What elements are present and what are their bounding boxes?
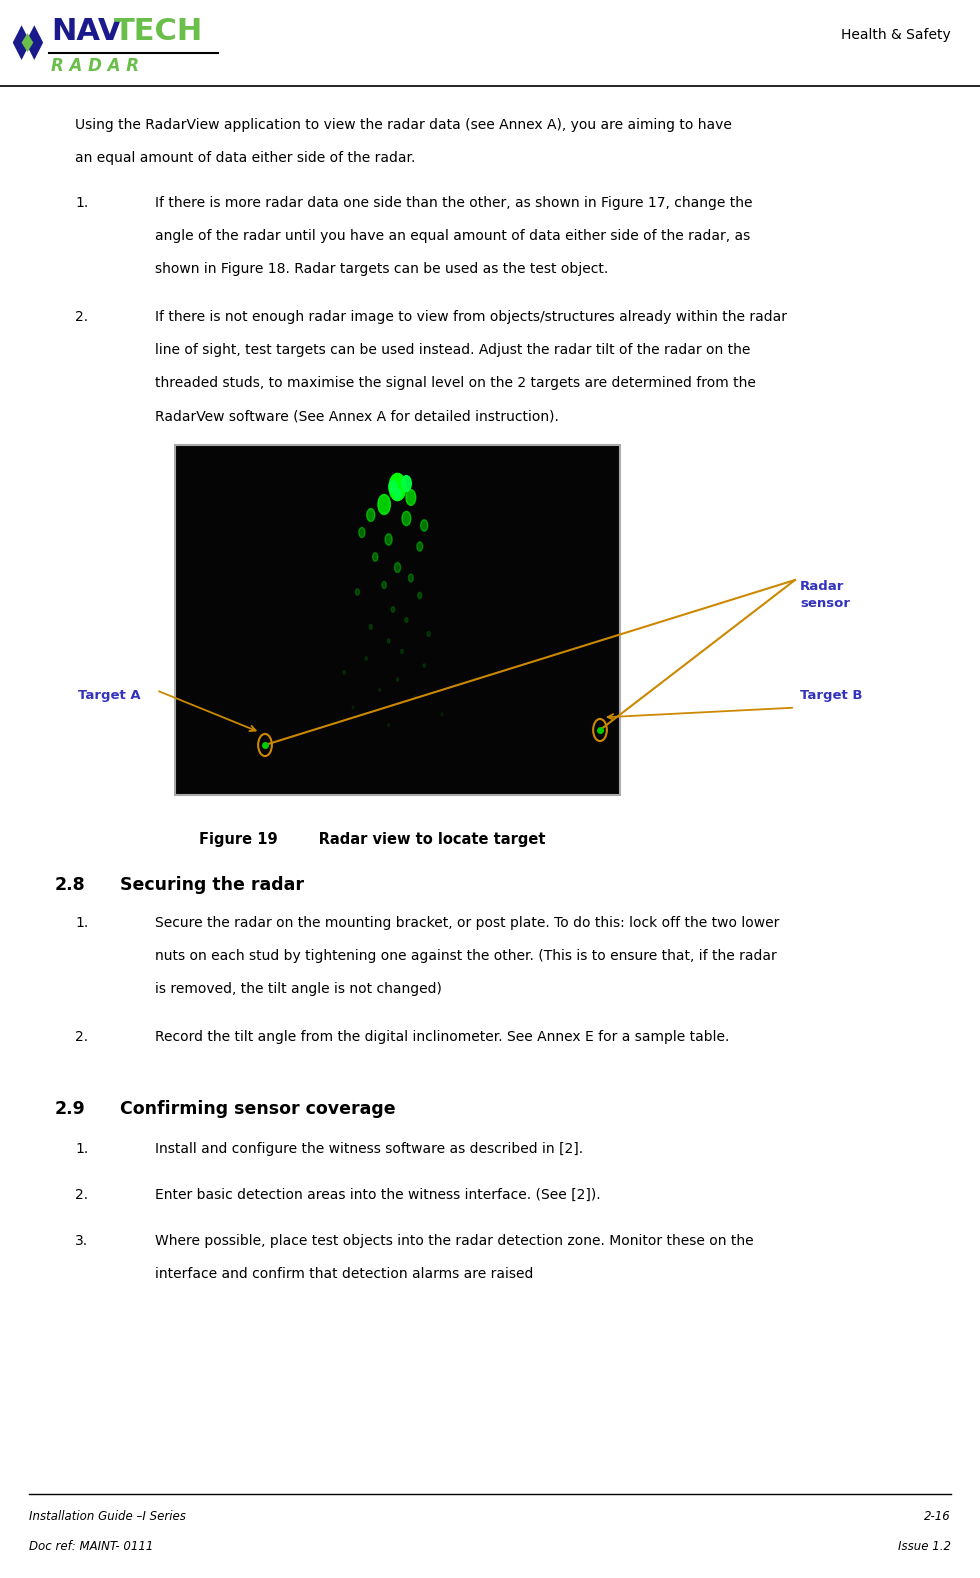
Polygon shape — [25, 25, 43, 60]
Text: interface and confirm that detection alarms are raised: interface and confirm that detection ala… — [155, 1267, 533, 1281]
Text: Enter basic detection areas into the witness interface. (See [2]).: Enter basic detection areas into the wit… — [155, 1188, 601, 1202]
Circle shape — [382, 581, 386, 589]
Circle shape — [416, 541, 422, 551]
Text: 2.: 2. — [75, 1188, 88, 1202]
Text: line of sight, test targets can be used instead. Adjust the radar tilt of the ra: line of sight, test targets can be used … — [155, 342, 751, 357]
Text: Issue 1.2: Issue 1.2 — [898, 1540, 951, 1553]
Text: 2.8: 2.8 — [55, 876, 86, 895]
Polygon shape — [13, 25, 30, 60]
Circle shape — [417, 592, 421, 598]
Circle shape — [378, 494, 390, 514]
Circle shape — [385, 533, 392, 546]
Bar — [175, 445, 620, 795]
Circle shape — [427, 631, 430, 636]
Circle shape — [372, 552, 378, 562]
Text: Securing the radar: Securing the radar — [120, 876, 304, 895]
Text: Secure the radar on the mounting bracket, or post plate. To do this: lock off th: Secure the radar on the mounting bracket… — [155, 915, 779, 929]
Circle shape — [402, 475, 412, 491]
Text: If there is not enough radar image to view from objects/structures already withi: If there is not enough radar image to vi… — [155, 309, 787, 323]
Text: R A D A R: R A D A R — [51, 57, 139, 76]
Circle shape — [402, 511, 411, 525]
Text: 2.: 2. — [75, 1030, 88, 1045]
Circle shape — [406, 489, 416, 505]
Circle shape — [420, 519, 427, 532]
Text: 2.9: 2.9 — [55, 1100, 86, 1117]
Text: Install and configure the witness software as described in [2].: Install and configure the witness softwa… — [155, 1142, 583, 1157]
Circle shape — [405, 617, 408, 622]
Circle shape — [352, 705, 354, 709]
Circle shape — [394, 562, 401, 573]
Circle shape — [387, 639, 390, 644]
Circle shape — [359, 527, 365, 538]
Text: Target B: Target B — [800, 688, 862, 702]
Circle shape — [409, 574, 414, 582]
Text: shown in Figure 18. Radar targets can be used as the test object.: shown in Figure 18. Radar targets can be… — [155, 262, 609, 276]
Circle shape — [394, 488, 401, 500]
Circle shape — [389, 481, 397, 494]
Text: Figure 19        Radar view to locate target: Figure 19 Radar view to locate target — [199, 832, 546, 847]
Text: 1.: 1. — [75, 915, 88, 929]
Circle shape — [379, 688, 380, 691]
Text: Record the tilt angle from the digital inclinometer. See Annex E for a sample ta: Record the tilt angle from the digital i… — [155, 1030, 729, 1045]
Circle shape — [391, 606, 395, 612]
Circle shape — [441, 713, 443, 716]
Circle shape — [401, 650, 404, 653]
Text: Confirming sensor coverage: Confirming sensor coverage — [120, 1100, 396, 1117]
Text: 1.: 1. — [75, 1142, 88, 1157]
Polygon shape — [22, 33, 33, 52]
Text: Using the RadarView application to view the radar data (see Annex A), you are ai: Using the RadarView application to view … — [75, 118, 732, 133]
Text: Installation Guide –I Series: Installation Guide –I Series — [29, 1510, 186, 1523]
Circle shape — [369, 625, 372, 630]
Text: RadarVew software (See Annex A for detailed instruction).: RadarVew software (See Annex A for detai… — [155, 409, 559, 423]
Text: angle of the radar until you have an equal amount of data either side of the rad: angle of the radar until you have an equ… — [155, 229, 751, 243]
Text: 3.: 3. — [75, 1234, 88, 1248]
Text: threaded studs, to maximise the signal level on the 2 targets are determined fro: threaded studs, to maximise the signal l… — [155, 376, 756, 390]
Circle shape — [356, 589, 360, 595]
Circle shape — [389, 473, 406, 500]
Text: Doc ref: MAINT- 0111: Doc ref: MAINT- 0111 — [29, 1540, 154, 1553]
Circle shape — [367, 508, 374, 521]
Text: Target A: Target A — [78, 688, 140, 702]
Text: nuts on each stud by tightening one against the other. (This is to ensure that, : nuts on each stud by tightening one agai… — [155, 948, 777, 963]
Text: an equal amount of data either side of the radar.: an equal amount of data either side of t… — [75, 151, 416, 166]
Text: 2.: 2. — [75, 309, 88, 323]
Circle shape — [388, 724, 389, 726]
Text: NAV: NAV — [51, 17, 122, 46]
Text: Where possible, place test objects into the radar detection zone. Monitor these : Where possible, place test objects into … — [155, 1234, 754, 1248]
Text: Health & Safety: Health & Safety — [841, 28, 951, 41]
Text: TECH: TECH — [114, 17, 203, 46]
Circle shape — [343, 671, 345, 674]
Circle shape — [423, 664, 425, 667]
Circle shape — [396, 677, 399, 682]
Text: is removed, the tilt angle is not changed): is removed, the tilt angle is not change… — [155, 982, 442, 996]
Text: 2-16: 2-16 — [924, 1510, 951, 1523]
Text: If there is more radar data one side than the other, as shown in Figure 17, chan: If there is more radar data one side tha… — [155, 196, 753, 210]
Text: Radar
sensor: Radar sensor — [800, 581, 850, 611]
Circle shape — [415, 696, 416, 699]
Circle shape — [366, 656, 368, 660]
Text: 1.: 1. — [75, 196, 88, 210]
